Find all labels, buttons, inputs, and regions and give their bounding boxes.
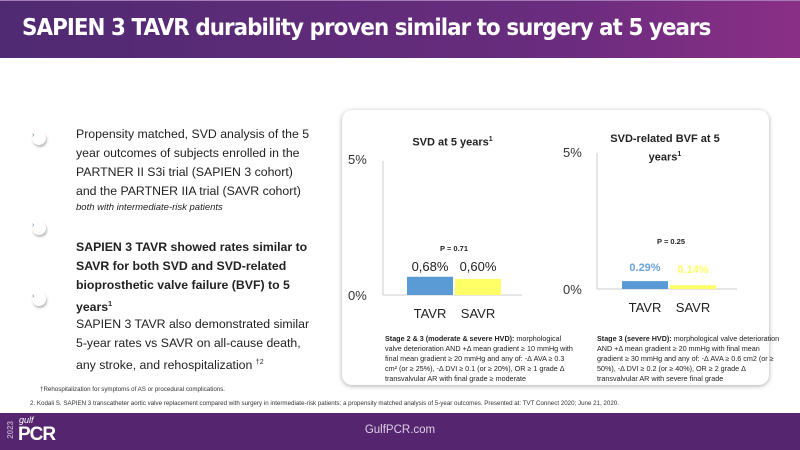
note-heading: Stage 3 (severe HVD): xyxy=(597,334,672,343)
note-heading: Stage 2 & 3 (moderate & severe HVD): xyxy=(385,334,515,343)
chart-1-title: SVD at 5 years1 xyxy=(380,132,525,151)
chart-2-xtick-savr: SAVR xyxy=(675,300,711,315)
chart-1-p-value: P = 0.71 xyxy=(440,244,469,253)
chart-1-xtick-tavr: TAVR xyxy=(413,306,447,321)
chart-1-bar-savr xyxy=(455,278,501,295)
chart-2-ytick-max: 5% xyxy=(563,145,582,160)
bullet-1-main: Propensity matched, SVD analysis of the … xyxy=(76,127,310,198)
chart-1-bar-tavr xyxy=(407,276,453,295)
bullet-1-subtext: both with intermediate-risk patients xyxy=(76,202,223,213)
chart-2-ytick-min: 0% xyxy=(563,282,582,297)
chart-2-bar-savr xyxy=(670,285,716,289)
superscript: 1 xyxy=(108,301,113,308)
title-bar: SAPIEN 3 TAVR durability proven similar … xyxy=(0,0,800,58)
bullet-2-main: SAPIEN 3 TAVR showed rates similar to SA… xyxy=(76,240,308,315)
chart-1-title-text: SVD at 5 years xyxy=(412,136,489,149)
footnote-dagger: †Rehospitalization for symptoms of AS or… xyxy=(40,386,226,393)
chart-2-xtick-tavr: TAVR xyxy=(628,300,662,315)
charts-panel xyxy=(342,110,769,385)
chart-2-title-text: SVD-related BVF at 5 years xyxy=(610,133,720,164)
bullet-text-1: Propensity matched, SVD analysis of the … xyxy=(76,125,316,215)
chevron-right-icon: › xyxy=(32,131,46,145)
logo-gulf: gulf xyxy=(19,415,34,425)
chart-2-value-label-savr: 0.14% xyxy=(677,264,709,276)
chart-1-value-label-tavr: 0,68% xyxy=(411,259,449,274)
website-link[interactable]: GulfPCR.com xyxy=(364,424,436,436)
superscript: †2 xyxy=(255,359,264,366)
chart-1-xtick-savr: SAVR xyxy=(460,306,496,321)
chevron-right-icon: › xyxy=(32,292,46,306)
bullet-3-main: SAPIEN 3 TAVR also demonstrated similar … xyxy=(76,317,310,373)
chart-2-p-value: P = 0.25 xyxy=(657,237,686,246)
chart-1-value-label-savr: 0,60% xyxy=(459,259,497,274)
chart-1-ytick-min: 0% xyxy=(348,288,367,303)
chart-1-ytick-max: 5% xyxy=(348,152,367,167)
bullet-text-2: SAPIEN 3 TAVR showed rates similar to SA… xyxy=(76,238,326,317)
chart-2-bar-tavr xyxy=(622,281,668,289)
logo-pcr: PCR xyxy=(18,424,56,445)
slide-title: SAPIEN 3 TAVR durability proven similar … xyxy=(22,15,711,41)
chevron-right-icon: › xyxy=(32,221,46,235)
footnote-reference: 2. Kodali S. SAPIEN 3 transcatheter aort… xyxy=(30,400,619,407)
superscript: 1 xyxy=(677,151,682,158)
chart-1-definition: Stage 2 & 3 (moderate & severe HVD): mor… xyxy=(385,334,575,384)
bullet-text-3: SAPIEN 3 TAVR also demonstrated similar … xyxy=(76,315,311,375)
note-body: morphological valve deterioration AND +Δ… xyxy=(597,334,780,383)
superscript: 1 xyxy=(488,136,493,143)
note-body: morphological valve deterioration AND +Δ… xyxy=(385,334,573,383)
chart-2-definition: Stage 3 (severe HVD): morphological valv… xyxy=(597,334,782,384)
footer-bar: 2023 gulf PCR GulfPCR.com xyxy=(0,413,800,450)
chart-2-title: SVD-related BVF at 5 years1 xyxy=(600,131,730,166)
chart-2-value-label-tavr: 0.29% xyxy=(629,262,661,274)
